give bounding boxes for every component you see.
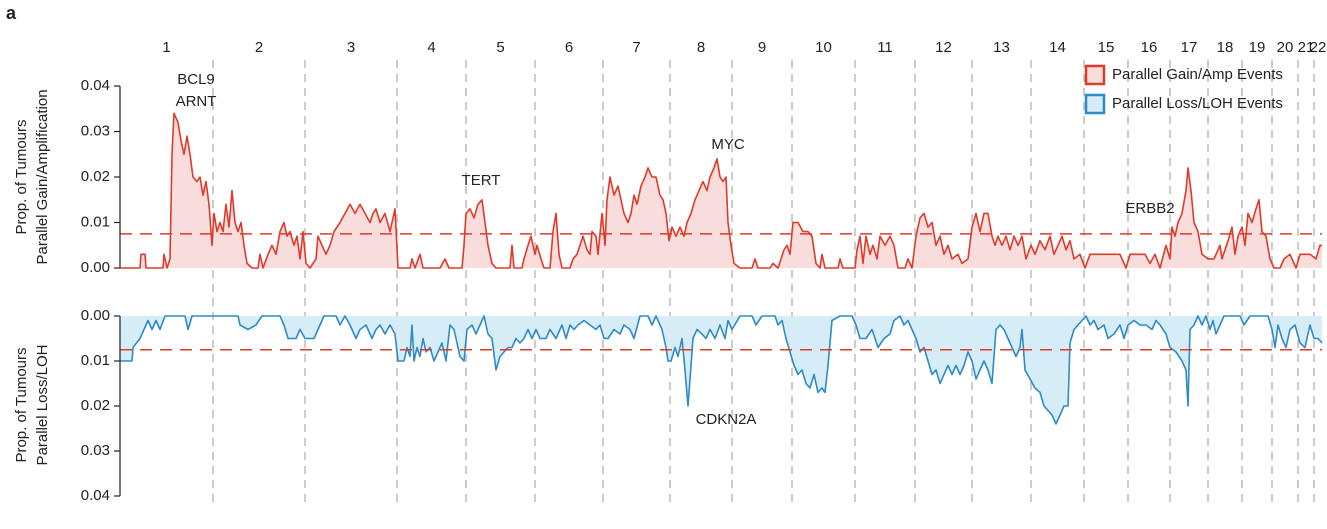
- chromosome-label: 18: [1217, 39, 1234, 56]
- chromosome-label: 13: [993, 39, 1010, 56]
- annotation: MYC: [711, 136, 745, 153]
- chromosome-label: 4: [427, 39, 435, 56]
- area-fill: [120, 316, 1322, 424]
- y-tick-label: 0.00: [81, 307, 110, 324]
- series-line: [120, 315, 1323, 425]
- chromosome-label: 17: [1181, 39, 1198, 56]
- y-tick-label: 0.00: [81, 259, 110, 276]
- chromosome-label: 15: [1098, 39, 1115, 56]
- chromosome-label: 11: [877, 39, 893, 56]
- chromosome-label: 2: [255, 39, 263, 56]
- annotation: ARNT: [176, 93, 217, 110]
- y-tick-label: 0.01: [81, 352, 110, 369]
- y-axis-label: Prop. of Tumours: [13, 119, 30, 234]
- chromosome-label: 9: [758, 39, 766, 56]
- y-tick-label: 0.03: [81, 122, 110, 139]
- y-axis-label: Prop. of Tumours: [13, 347, 30, 462]
- legend-label: Parallel Loss/LOH Events: [1112, 95, 1283, 112]
- annotation: CDKN2A: [696, 411, 757, 428]
- annotation: BCL9: [177, 71, 215, 88]
- chromosome-label: 7: [632, 39, 640, 56]
- series-line: [120, 112, 1322, 269]
- chromosome-label: 3: [347, 39, 355, 56]
- chromosome-label: 16: [1141, 39, 1158, 56]
- chromosome-label: 6: [565, 39, 573, 56]
- chromosome-label: 8: [697, 39, 705, 56]
- y-tick-label: 0.01: [81, 213, 110, 230]
- y-tick-label: 0.03: [81, 442, 110, 459]
- chromosome-label: 21: [1298, 39, 1315, 56]
- y-axis-label: Parallel Loss/LOH: [34, 345, 51, 466]
- area-fill: [120, 113, 1322, 268]
- annotation: ERBB2: [1125, 200, 1174, 217]
- y-tick-label: 0.02: [81, 168, 110, 185]
- chromosome-label: 5: [496, 39, 504, 56]
- chromosome-label: 20: [1277, 39, 1294, 56]
- chromosome-label: 10: [815, 39, 832, 56]
- legend-swatch: [1084, 93, 1106, 115]
- legend-label: Parallel Gain/Amp Events: [1112, 66, 1283, 83]
- annotation: TERT: [462, 172, 501, 189]
- legend-swatch: [1084, 64, 1106, 86]
- y-tick-label: 0.02: [81, 397, 110, 414]
- chromosome-label: 19: [1249, 39, 1266, 56]
- y-tick-label: 0.04: [81, 487, 110, 504]
- y-axis-label: Parallel Gain/Amplification: [34, 89, 51, 264]
- panel-label: a: [6, 3, 17, 23]
- chromosome-label: 1: [162, 39, 170, 56]
- chromosome-label: 22: [1310, 39, 1327, 56]
- chromosome-label: 14: [1049, 39, 1066, 56]
- chromosome-label: 12: [935, 39, 952, 56]
- y-tick-label: 0.04: [81, 77, 110, 94]
